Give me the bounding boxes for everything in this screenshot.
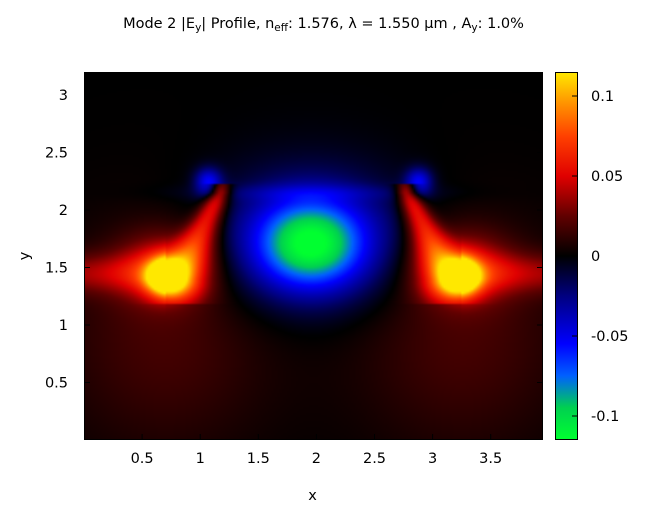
chart-title: Mode 2 |Ey| Profile, neff: 1.576, λ = 1.… bbox=[123, 16, 524, 34]
y-tick-label: 2 bbox=[59, 203, 68, 219]
colorbar-ticks: 0.1 0.05 0 -0.05 -0.1 bbox=[572, 89, 629, 425]
y-tick-label: 3 bbox=[59, 88, 68, 104]
x-tick-label: 0.5 bbox=[131, 451, 154, 467]
y-tick-label: 2.5 bbox=[45, 146, 68, 162]
x-tick-label: 2.5 bbox=[363, 451, 386, 467]
x-tick-label: 1 bbox=[196, 451, 205, 467]
heatmap-field bbox=[84, 72, 543, 440]
y-tick-label: 1.5 bbox=[45, 261, 68, 277]
x-tick-label: 1.5 bbox=[247, 451, 270, 467]
colorbar-tick-label: -0.1 bbox=[591, 409, 619, 425]
x-tick-label: 2 bbox=[312, 451, 321, 467]
y-axis-label: y bbox=[17, 251, 33, 260]
x-tick-label: 3 bbox=[428, 451, 437, 467]
y-tick-label: 0.5 bbox=[45, 376, 68, 392]
x-tick-label: 3.5 bbox=[479, 451, 502, 467]
heatmap-plot bbox=[84, 72, 543, 440]
colorbar-tick-label: 0.05 bbox=[591, 169, 623, 185]
y-axis-ticks: 0.5 1 1.5 2 2.5 3 bbox=[45, 88, 543, 392]
colorbar-tick-label: -0.05 bbox=[591, 329, 629, 345]
x-axis-label: x bbox=[308, 488, 317, 504]
colorbar bbox=[555, 72, 578, 440]
plot-frame bbox=[84, 72, 543, 440]
colorbar-tick-label: 0 bbox=[591, 249, 600, 265]
y-tick-label: 1 bbox=[59, 318, 68, 334]
x-axis-ticks: 0.5 1 1.5 2 2.5 3 3.5 bbox=[131, 72, 502, 467]
colorbar-tick-label: 0.1 bbox=[591, 89, 614, 105]
